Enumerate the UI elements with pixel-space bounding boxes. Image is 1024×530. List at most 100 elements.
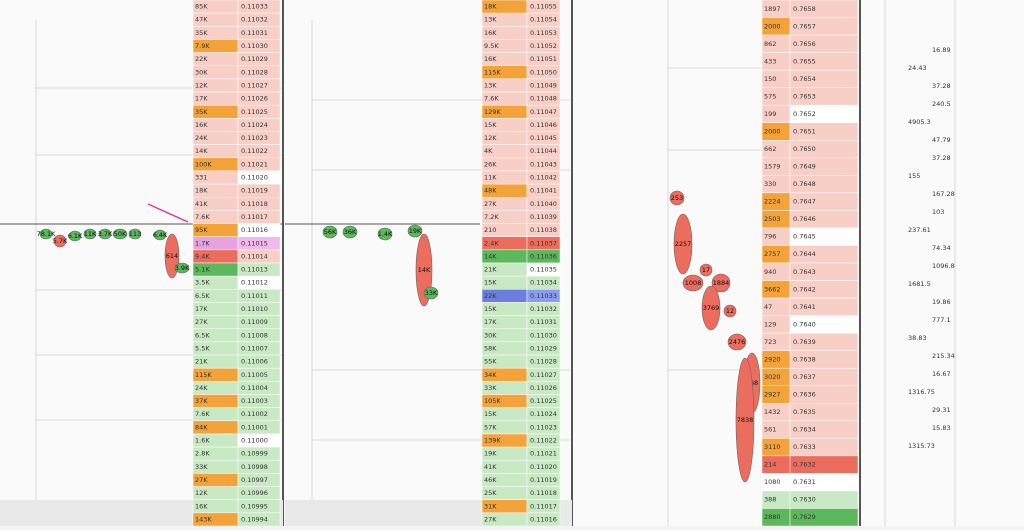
side-value: 29.31: [932, 406, 951, 414]
bubble-label: 33K: [425, 289, 438, 297]
price: 0.7633: [793, 443, 816, 451]
price: 0.11046: [530, 121, 557, 129]
price: 0.10994: [241, 515, 268, 523]
bubble-label: 3.9K: [175, 264, 190, 272]
price: 0.7647: [793, 198, 816, 206]
price: 0.11027: [241, 81, 268, 89]
price: 0.11019: [241, 187, 268, 195]
price: 0.11016: [530, 515, 557, 523]
price: 0.11041: [530, 187, 557, 195]
volume: 2757: [764, 250, 781, 258]
price: 0.11045: [530, 134, 557, 142]
side-value: 4905.3: [908, 118, 931, 126]
side-value: 1681.5: [908, 280, 931, 288]
side-value: 37.28: [932, 82, 951, 90]
price: 0.7641: [793, 303, 816, 311]
price: 0.11025: [241, 108, 268, 116]
price: 0.7656: [793, 40, 816, 48]
price: 0.11005: [241, 371, 268, 379]
volume: 1432: [764, 408, 781, 416]
volume: 7.6K: [484, 95, 499, 103]
price: 0.11028: [241, 68, 268, 76]
volume: 3020: [764, 373, 781, 381]
price: 0.11002: [241, 410, 268, 418]
side-value: 74.34: [932, 244, 951, 252]
volume: 575: [764, 92, 776, 100]
price: 0.11040: [530, 200, 557, 208]
bubble-label: 2257: [675, 240, 692, 248]
price: 0.11021: [241, 160, 268, 168]
price: 0.11035: [530, 266, 557, 274]
price: 0.7644: [793, 250, 816, 258]
bubble: [669, 190, 685, 206]
price: 0.11042: [530, 174, 557, 182]
side-value: 215.34: [932, 352, 955, 360]
price: 0.11014: [241, 252, 268, 260]
price: 0.7642: [793, 285, 816, 293]
price: 0.7658: [793, 5, 816, 13]
volume: 5.5K: [195, 344, 210, 352]
volume: 3662: [764, 285, 781, 293]
volume: 12K: [195, 81, 208, 89]
price: 0.11024: [530, 410, 557, 418]
price: 0.11031: [530, 318, 557, 326]
bubble: [53, 234, 67, 248]
price: 0.7653: [793, 92, 816, 100]
volume: 41K: [484, 463, 497, 471]
price: 0.11004: [241, 384, 268, 392]
price: 0.11013: [241, 266, 268, 274]
side-value: 155: [908, 172, 920, 180]
volume: 85K: [195, 3, 208, 11]
volume: 1897: [764, 5, 781, 13]
volume: 150: [764, 75, 776, 83]
volume: 21K: [484, 266, 497, 274]
price: 0.11048: [530, 95, 557, 103]
volume: 16K: [195, 121, 208, 129]
price: 0.11032: [530, 305, 557, 313]
price: 0.11018: [241, 200, 268, 208]
volume: 22K: [195, 55, 208, 63]
volume: 27K: [195, 318, 208, 326]
volume: 6.5K: [195, 292, 210, 300]
price: 0.11017: [241, 213, 268, 221]
bubble-label: 7838: [737, 416, 754, 424]
volume: 662: [764, 145, 776, 153]
price: 0.11026: [241, 95, 268, 103]
volume: 7.9K: [195, 42, 210, 50]
bubble: [673, 213, 693, 275]
annotation-arrow: [147, 203, 189, 223]
bubble-label: 12: [726, 307, 734, 315]
volume: 31K: [484, 502, 497, 510]
volume: 37K: [195, 397, 208, 405]
volume: 18K: [484, 3, 497, 11]
price: 0.11007: [241, 344, 268, 352]
volume: 115K: [195, 371, 212, 379]
volume: 2000: [764, 22, 781, 30]
volume: 143K: [195, 515, 212, 523]
volume: 1579: [764, 163, 781, 171]
volume: 27K: [484, 515, 497, 523]
volume: 95K: [195, 226, 208, 234]
price: 0.11049: [530, 81, 557, 89]
volume: 17K: [195, 305, 208, 313]
volume: 1.6K: [195, 437, 210, 445]
bubble: [174, 262, 190, 274]
volume: 24K: [195, 134, 208, 142]
price: 0.11032: [241, 16, 268, 24]
volume: 796: [764, 233, 776, 241]
price: 0.11036: [530, 252, 557, 260]
price: 0.11023: [530, 423, 557, 431]
volume: 2.8K: [195, 450, 210, 458]
price: 0.11052: [530, 42, 557, 50]
side-value: 38.83: [908, 334, 927, 342]
volume: 2880: [764, 513, 781, 521]
price: 0.11034: [530, 279, 557, 287]
price: 0.11030: [530, 331, 557, 339]
price: 0.11001: [241, 423, 268, 431]
side-value: 24.43: [908, 64, 927, 72]
volume: 433: [764, 57, 776, 65]
bubble: [39, 228, 53, 240]
volume: 58K: [484, 344, 497, 352]
bubble: [98, 228, 112, 240]
side-value: 16.89: [932, 46, 951, 54]
